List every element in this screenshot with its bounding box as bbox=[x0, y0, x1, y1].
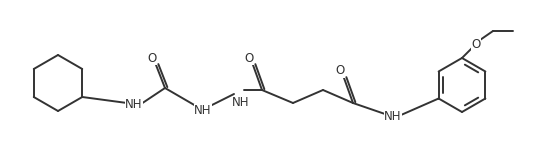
Text: O: O bbox=[335, 64, 344, 77]
Text: NH: NH bbox=[384, 111, 402, 124]
Text: O: O bbox=[472, 38, 480, 50]
Text: NH: NH bbox=[232, 97, 250, 110]
Text: NH: NH bbox=[194, 104, 212, 117]
Text: O: O bbox=[147, 51, 157, 64]
Text: NH: NH bbox=[125, 99, 143, 112]
Text: O: O bbox=[244, 51, 254, 64]
